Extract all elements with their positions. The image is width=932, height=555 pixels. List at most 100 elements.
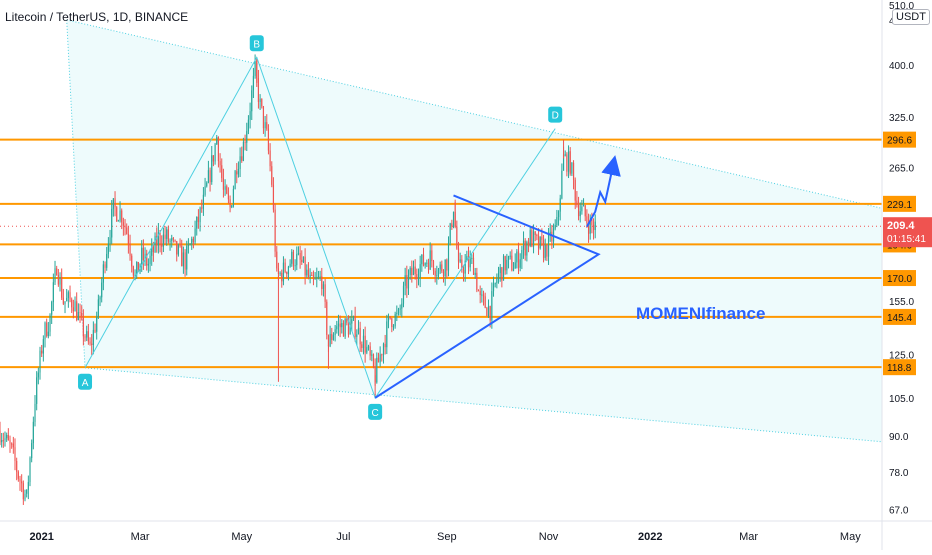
candle-body-253 <box>421 254 423 265</box>
candle-body-83 <box>137 261 139 272</box>
candle-body-204 <box>339 323 341 328</box>
candle-body-21 <box>34 403 36 422</box>
candle-body-297 <box>494 283 496 285</box>
currency-badge[interactable]: USDT <box>892 9 930 25</box>
candle-body-151 <box>251 90 253 112</box>
candle-body-102 <box>169 240 171 242</box>
candle-body-356 <box>592 224 595 231</box>
candle-body-87 <box>144 253 146 261</box>
candle-body-247 <box>411 268 413 276</box>
candle-body-2 <box>2 440 4 442</box>
candle-body-12 <box>19 478 21 482</box>
candle-body-68 <box>112 198 114 209</box>
candle-body-76 <box>126 227 128 235</box>
candle-body-152 <box>252 75 255 91</box>
candle-body-113 <box>187 245 189 247</box>
y-tick-0: 67.0 <box>889 506 909 517</box>
candle-body-56 <box>92 329 94 345</box>
candle-body-246 <box>409 268 411 275</box>
y-tick-7: 325.0 <box>889 113 914 124</box>
candle-body-4 <box>6 435 8 439</box>
candle-body-16 <box>26 489 28 494</box>
candle-body-98 <box>162 234 164 247</box>
candle-body-186 <box>309 274 311 278</box>
candle-body-86 <box>142 247 144 261</box>
candle-body-294 <box>489 306 491 321</box>
candle-body-340 <box>566 154 568 172</box>
candle-body-249 <box>414 266 416 275</box>
candle-body-40 <box>66 297 68 302</box>
candle-body-266 <box>442 271 445 277</box>
candle-body-299 <box>497 273 500 279</box>
candle-body-156 <box>259 98 261 102</box>
candle-body-26 <box>42 339 44 354</box>
candle-body-326 <box>542 239 545 258</box>
candle-body-8 <box>12 443 14 448</box>
candle-body-115 <box>191 238 193 245</box>
marker-A <box>78 373 93 390</box>
candle-body-351 <box>584 205 586 217</box>
candle-body-236 <box>392 326 395 328</box>
candle-body-173 <box>287 266 290 275</box>
candle-body-73 <box>121 210 123 223</box>
y-tick-1: 78.0 <box>889 468 909 479</box>
candle-body-66 <box>109 237 111 244</box>
candle-body-41 <box>67 292 69 298</box>
candle-body-355 <box>591 219 593 225</box>
candle-body-308 <box>512 268 515 271</box>
candle-body-287 <box>477 290 480 292</box>
candle-body-268 <box>446 259 448 271</box>
candle-body-319 <box>531 230 533 247</box>
candle-body-219 <box>364 335 366 353</box>
candle-body-304 <box>506 259 508 271</box>
candle-body-305 <box>507 256 510 260</box>
x-tick-2: May <box>231 531 252 543</box>
candle-body-310 <box>516 251 518 263</box>
candle-body-206 <box>342 323 345 337</box>
candle-body-14 <box>22 483 24 500</box>
candle-body-33 <box>54 268 56 283</box>
candle-body-220 <box>366 347 368 353</box>
candle-body-238 <box>396 312 398 315</box>
candle-body-169 <box>281 272 283 282</box>
candle-body-188 <box>312 275 315 280</box>
candle-body-139 <box>231 205 233 208</box>
candle-body-235 <box>391 318 393 327</box>
candle-body-303 <box>504 256 506 271</box>
candle-body-244 <box>406 275 408 289</box>
candle-body-9 <box>14 447 16 461</box>
candle-body-31 <box>51 302 53 315</box>
candle-body-199 <box>331 333 333 340</box>
candle-body-94 <box>156 235 158 246</box>
candle-body-138 <box>229 199 231 208</box>
candle-body-92 <box>152 246 154 253</box>
candle-body-285 <box>474 272 476 275</box>
candle-body-213 <box>354 316 356 337</box>
candle-body-259 <box>431 250 433 262</box>
candle-body-160 <box>266 122 268 129</box>
candle-body-309 <box>514 262 516 269</box>
candle-body-290 <box>482 294 485 297</box>
candle-body-191 <box>317 276 320 278</box>
candle-body-70 <box>116 207 118 222</box>
candle-body-100 <box>166 229 168 239</box>
candle-body-343 <box>571 162 573 174</box>
y-tick-4: 125.0 <box>889 351 914 362</box>
level-tag-bg-1 <box>883 195 916 212</box>
candle-body-193 <box>321 276 323 289</box>
candle-body-243 <box>404 275 406 286</box>
candle-body-320 <box>532 231 535 247</box>
candle-body-161 <box>267 128 270 151</box>
candle-body-229 <box>381 354 383 356</box>
current-price-tag-bg <box>883 217 932 248</box>
candle-body-1 <box>1 440 3 443</box>
candle-body-103 <box>171 238 173 241</box>
candle-body-306 <box>509 255 511 257</box>
candle-body-237 <box>394 314 396 327</box>
candle-body-265 <box>441 264 443 272</box>
candle-body-212 <box>352 316 355 320</box>
y-tick-6: 265.0 <box>889 164 914 175</box>
candle-body-32 <box>52 282 54 303</box>
